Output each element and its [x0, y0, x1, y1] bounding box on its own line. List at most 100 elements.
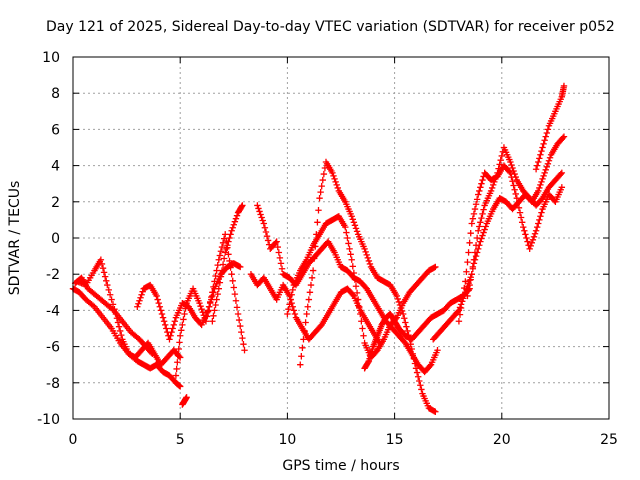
data-point — [331, 175, 338, 183]
data-point — [333, 181, 340, 189]
data-point — [536, 184, 543, 192]
data-point — [472, 252, 480, 260]
data-point — [305, 296, 313, 303]
data-point — [273, 238, 280, 245]
data-point — [318, 182, 325, 190]
data-point — [488, 184, 496, 192]
data-point — [509, 164, 516, 172]
data-point — [463, 268, 470, 275]
data-point — [174, 352, 182, 359]
data-point — [523, 234, 530, 242]
data-point — [402, 319, 409, 326]
data-point — [544, 126, 552, 133]
data-point — [106, 291, 114, 298]
y-tick-label: 0 — [51, 231, 60, 247]
data-point — [507, 169, 514, 177]
data-point — [543, 129, 551, 137]
data-point — [526, 245, 533, 253]
data-point — [329, 169, 336, 177]
data-point — [545, 157, 553, 164]
data-point — [138, 291, 145, 298]
data-point — [508, 173, 515, 181]
x-tick-labels: 0 5 10 15 20 25 — [69, 432, 618, 448]
data-point — [196, 299, 203, 307]
data-point — [541, 137, 548, 144]
data-point — [508, 161, 515, 169]
data-point — [226, 257, 233, 265]
data-point — [350, 269, 358, 277]
data-point — [159, 314, 167, 321]
data-point — [524, 238, 531, 245]
data-point — [404, 327, 411, 335]
data-point — [478, 214, 485, 222]
data-point — [558, 184, 566, 191]
data-point — [473, 196, 481, 203]
data-point — [346, 245, 353, 253]
y-tick-label: 4 — [51, 159, 60, 175]
data-point — [513, 194, 521, 202]
data-point — [518, 219, 526, 226]
data-point — [229, 224, 236, 231]
data-point — [97, 256, 105, 263]
data-point — [115, 323, 123, 330]
data-point — [112, 310, 120, 318]
x-tick-label: 0 — [69, 432, 78, 448]
data-point — [303, 310, 310, 318]
data-point — [478, 180, 485, 187]
data-point — [197, 302, 204, 310]
data-point — [222, 249, 229, 256]
data-point — [103, 277, 110, 285]
x-tick-label: 5 — [176, 432, 185, 448]
data-point — [311, 255, 318, 262]
data-point — [290, 307, 298, 314]
data-point — [137, 294, 144, 301]
data-point — [348, 256, 355, 263]
data-point — [298, 353, 305, 360]
data-point — [259, 217, 266, 224]
data-point — [163, 325, 170, 332]
series-6 — [209, 202, 246, 325]
data-point — [225, 251, 232, 258]
data-point — [183, 394, 190, 401]
x-tick-label: 10 — [278, 432, 296, 448]
data-point — [209, 289, 216, 296]
data-point — [289, 303, 296, 310]
series-9 — [297, 158, 439, 415]
data-point — [521, 227, 528, 234]
data-point — [216, 279, 224, 286]
data-point — [507, 158, 514, 166]
data-point — [319, 176, 326, 184]
data-point — [226, 234, 233, 242]
data-point — [527, 242, 534, 250]
data-point — [263, 232, 271, 240]
data-point — [258, 214, 265, 221]
data-point — [118, 331, 125, 339]
data-point — [160, 318, 168, 325]
data-point — [533, 162, 541, 169]
y-tick-label: 2 — [51, 195, 60, 211]
data-point — [352, 283, 360, 290]
data-point — [560, 133, 568, 140]
data-point — [213, 267, 220, 274]
data-point — [135, 300, 142, 307]
data-point — [351, 276, 359, 283]
data-point — [469, 215, 477, 222]
data-point — [179, 321, 186, 329]
data-point — [210, 283, 217, 291]
data-point — [217, 273, 225, 280]
data-point — [401, 315, 408, 322]
data-point — [232, 215, 240, 222]
data-point — [473, 249, 481, 256]
data-point — [470, 210, 478, 218]
x-tick-label: 25 — [600, 432, 618, 448]
data-point — [362, 248, 369, 256]
data-point — [276, 254, 284, 262]
data-point — [214, 261, 221, 269]
data-point — [529, 236, 537, 244]
y-tick-labels: 10 8 6 4 2 0 -2 -4 -6 -8 -10 — [37, 50, 60, 428]
series-15 — [532, 82, 568, 173]
data-point — [456, 311, 464, 318]
series-2 — [74, 256, 184, 368]
y-tick-label: -2 — [46, 267, 60, 283]
